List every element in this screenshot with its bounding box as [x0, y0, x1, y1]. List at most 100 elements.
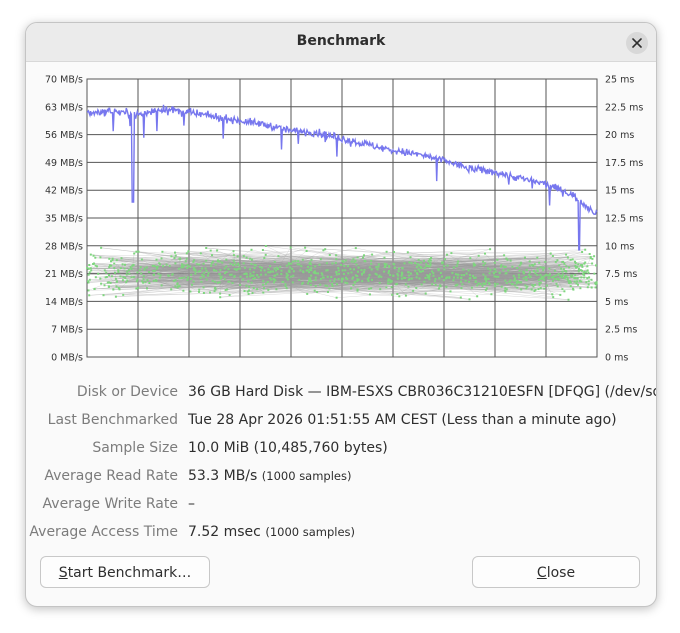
access-time-point [123, 267, 126, 270]
access-time-point [389, 274, 392, 276]
start-benchmark-button[interactable]: Start Benchmark… [40, 556, 210, 588]
access-time-point [552, 276, 555, 279]
info-row-write-rate: Average Write Rate – [26, 496, 656, 516]
access-time-point [403, 276, 405, 279]
access-time-point [429, 273, 432, 276]
access-time-point [589, 256, 592, 259]
access-time-point [579, 269, 582, 272]
access-time-point [591, 257, 594, 260]
access-time-point [201, 267, 204, 270]
access-time-point [583, 271, 586, 273]
access-time-point [319, 277, 322, 280]
access-time-point [107, 285, 110, 288]
access-time-point [182, 266, 185, 269]
access-time-point [445, 285, 448, 288]
access-time-point [384, 263, 387, 266]
access-time-point [209, 291, 211, 294]
access-time-point [143, 268, 146, 271]
access-time-point [534, 272, 537, 275]
info-row-sample-size: Sample Size 10.0 MiB (10,485,760 bytes) [26, 440, 656, 460]
access-time-point [217, 259, 219, 262]
access-time-point [174, 254, 177, 257]
access-time-point [403, 262, 406, 265]
access-time-point [433, 280, 436, 283]
window-close-button[interactable] [626, 32, 648, 54]
access-time-point [194, 272, 197, 275]
access-time-point [119, 275, 122, 278]
access-time-point [252, 277, 255, 280]
access-time-point [298, 263, 301, 266]
access-time-point [370, 259, 373, 262]
access-time-point [457, 260, 460, 263]
access-time-point [488, 282, 491, 285]
access-time-point [573, 280, 576, 283]
access-time-point [336, 283, 338, 286]
access-time-point [500, 264, 503, 267]
access-time-point [110, 264, 113, 267]
left-axis-tick-label: 35 MB/s [45, 214, 83, 225]
access-time-point [377, 263, 380, 266]
access-time-point [238, 264, 241, 267]
access-time-point [88, 278, 91, 281]
access-time-point [273, 281, 275, 284]
access-time-point [416, 273, 419, 276]
access-time-point [223, 278, 226, 281]
access-time-point [114, 295, 117, 298]
access-time-point [449, 290, 452, 293]
access-time-point [431, 270, 434, 273]
access-time-point [199, 270, 202, 273]
access-time-point [104, 276, 107, 279]
access-time-point [310, 274, 313, 277]
info-row-last-benchmarked: Last Benchmarked Tue 28 Apr 2026 01:51:5… [26, 412, 656, 432]
access-time-point [574, 273, 577, 276]
close-button[interactable]: Close [472, 556, 640, 588]
access-time-point [146, 279, 149, 282]
access-time-point [249, 272, 252, 275]
access-time-point [94, 264, 97, 267]
access-time-point [528, 273, 530, 276]
access-time-point [93, 262, 95, 265]
access-time-point [314, 279, 317, 281]
access-time-point [192, 280, 195, 283]
access-time-point [244, 266, 246, 269]
access-time-point [363, 254, 365, 257]
access-time-point [127, 269, 130, 272]
access-time-point [275, 266, 278, 269]
access-time-point [192, 260, 195, 263]
access-time-point [264, 273, 267, 276]
access-time-point [170, 255, 173, 258]
access-time-point [253, 267, 256, 269]
access-time-point [263, 269, 266, 272]
access-time-point [335, 273, 338, 276]
access-time-point [392, 274, 395, 277]
access-time-point [488, 272, 491, 275]
access-time-point [352, 258, 355, 261]
access-time-point [187, 276, 190, 279]
access-time-point [312, 271, 315, 274]
access-time-point [313, 272, 316, 274]
access-time-point [350, 260, 353, 263]
access-time-point [554, 269, 556, 272]
access-time-point [206, 274, 209, 277]
access-time-point [250, 281, 253, 284]
access-time-point [177, 267, 180, 270]
access-time-point [112, 288, 115, 291]
access-time-point [277, 255, 280, 258]
access-time-point [138, 269, 141, 272]
access-time-point [191, 283, 193, 286]
access-time-point [113, 262, 116, 265]
access-time-point [273, 261, 276, 263]
access-time-point [124, 263, 126, 266]
access-time-point [423, 259, 425, 262]
access-time-point [108, 257, 111, 260]
x-tick-label: 30% [229, 362, 250, 363]
access-time-point [346, 278, 349, 281]
access-time-point [504, 279, 507, 282]
access-time-point [93, 287, 96, 290]
right-axis-tick-label: 10 ms [605, 241, 634, 252]
access-time-point [337, 278, 340, 280]
access-time-point [495, 275, 498, 278]
access-time-point [109, 264, 112, 267]
access-time-point [267, 288, 270, 291]
access-time-point [546, 274, 549, 277]
